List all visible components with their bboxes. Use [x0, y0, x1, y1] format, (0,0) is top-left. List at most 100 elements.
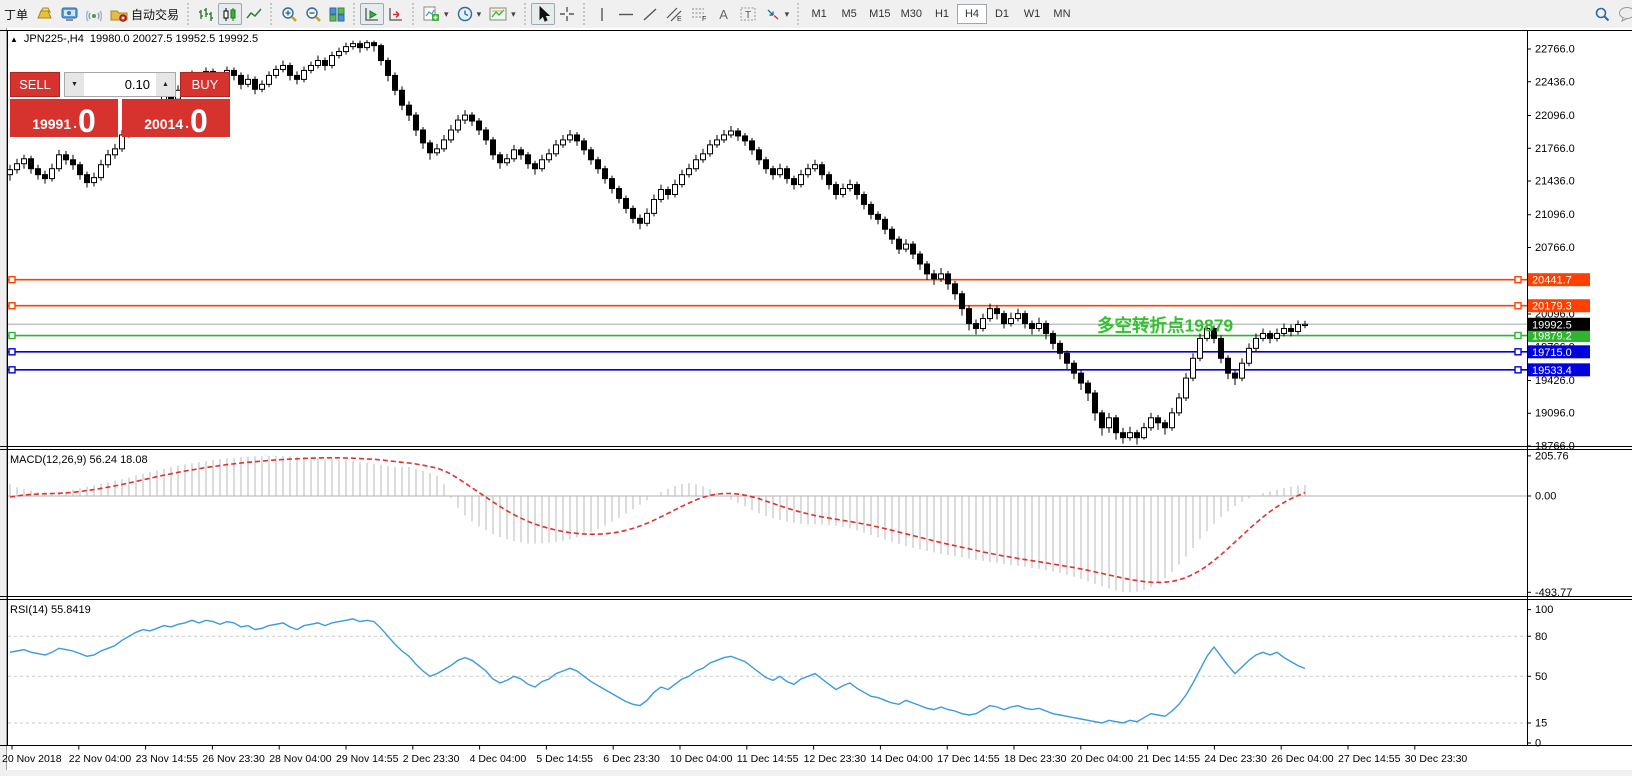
order-button[interactable]: 丁单 [0, 3, 32, 25]
timeframe-m5-button[interactable]: M5 [841, 8, 857, 20]
rsi-tick-label: 50 [1535, 671, 1547, 683]
candlestick-button[interactable] [218, 3, 243, 25]
chart-canvas[interactable]: 多空转折点19879 22766.0 22436.0 22096.0 21766.0 21… [0, 28, 1632, 776]
timeframe-group: M1 M5 M15 M30 H1 H4 D1 W1 MN [804, 4, 1077, 24]
time-axis[interactable]: 20 Nov 2018 22 Nov 04:00 23 Nov 14:55 26 No… [0, 750, 1632, 768]
line-left-handle[interactable] [8, 366, 16, 374]
timeframe-d1-button[interactable]: D1 [994, 8, 1009, 20]
time-axis-label: 12 Dec 23:30 [803, 753, 867, 765]
timeframe-mn-button[interactable]: MN [1053, 8, 1071, 20]
gold-icon-button[interactable] [32, 3, 57, 25]
annotation-text[interactable]: 多空转折点19879 [1097, 316, 1233, 336]
volume-increase-button[interactable]: ▲ [156, 73, 175, 96]
volume-decrease-button[interactable]: ▼ [65, 73, 84, 96]
candle-body [861, 194, 867, 205]
time-axis-label: 22 Nov 04:00 [68, 753, 132, 765]
fibonacci-button[interactable]: F [687, 3, 712, 25]
timeframe-w1-button[interactable]: W1 [1023, 8, 1041, 20]
autotrade-button[interactable]: 自动交易 [106, 3, 183, 25]
auto-scroll-button[interactable] [360, 3, 385, 25]
toolbar-separator [351, 3, 359, 25]
rsi-tick-label: 80 [1535, 631, 1547, 643]
candle-body [651, 198, 657, 214]
vertical-line-button[interactable] [590, 3, 614, 25]
bar-chart-button[interactable] [194, 3, 218, 25]
line-right-handle[interactable] [1514, 331, 1522, 340]
sell-price-display[interactable]: 19991. 0 [10, 99, 118, 137]
label-tool-button[interactable]: T [736, 3, 761, 25]
timeframe-h1-button[interactable]: H1 [934, 8, 949, 20]
spinner-up-icon: ▲ [162, 81, 169, 88]
sell-button[interactable]: SELL [10, 72, 60, 97]
chart-shift-button[interactable] [384, 3, 408, 25]
channel-button[interactable]: E [662, 3, 687, 25]
periods-button[interactable]: ▾ [453, 3, 486, 25]
volume-input[interactable]: 0.10 [124, 77, 150, 92]
chat-button[interactable] [1614, 3, 1632, 25]
candle-body [595, 159, 601, 170]
arrows-button[interactable]: ▾ [761, 3, 794, 25]
candle-body [847, 184, 853, 190]
candle-body [105, 154, 111, 166]
main-toolbar: 丁单 自动交易 ▾ ▾ [0, 0, 1632, 28]
candle-body [84, 174, 90, 184]
candle-body [280, 64, 286, 70]
templates-button[interactable]: ▾ [485, 3, 520, 25]
candle-body [1302, 323, 1308, 327]
zoom-out-button[interactable] [301, 3, 325, 25]
line-left-handle[interactable] [8, 331, 16, 340]
search-button[interactable] [1590, 3, 1614, 25]
candle-body [63, 154, 69, 161]
candle-body [931, 273, 937, 280]
indicators-button[interactable]: ▾ [419, 3, 453, 25]
candle-body [399, 89, 405, 106]
line-left-handle[interactable] [8, 348, 16, 356]
candle-body [945, 273, 951, 285]
buy-price-display[interactable]: 20014. 0 [122, 99, 230, 137]
tile-windows-button[interactable] [325, 3, 349, 25]
line-right-handle[interactable] [1514, 366, 1522, 374]
price-tick-label: 20766.0 [1535, 242, 1575, 254]
candle-body [252, 78, 258, 90]
crosshair-button[interactable] [555, 3, 579, 25]
terminal-icon [61, 7, 78, 22]
price-tag [1528, 273, 1590, 287]
terminal-button[interactable] [57, 3, 82, 25]
timeframe-m15-button[interactable]: M15 [869, 8, 891, 20]
candle-body [728, 130, 734, 136]
window-menu-icon[interactable]: ▲ [10, 34, 18, 44]
candle-body [1036, 323, 1042, 329]
trendline-button[interactable] [638, 3, 662, 25]
line-right-handle[interactable] [1514, 348, 1522, 356]
buy-button[interactable]: BUY [180, 72, 230, 97]
price-tick-label: 22096.0 [1535, 110, 1575, 122]
line-right-handle[interactable] [1514, 275, 1522, 284]
timeframe-m1-button[interactable]: M1 [811, 8, 827, 20]
time-axis-label: 23 Nov 14:55 [135, 753, 199, 765]
candle-body [266, 74, 272, 85]
candle-body [910, 243, 916, 255]
price-tag [1528, 345, 1590, 359]
line-left-handle[interactable] [8, 275, 16, 284]
line-chart-button[interactable] [242, 3, 266, 25]
timeframe-m30-button[interactable]: M30 [900, 8, 922, 20]
sell-price-dot: . [73, 115, 78, 131]
line-left-handle[interactable] [8, 302, 16, 310]
cursor-button[interactable] [530, 3, 555, 25]
zoom-in-button[interactable] [277, 3, 301, 25]
zoom-out-icon [305, 6, 321, 22]
timeframe-h4-button[interactable]: H4 [956, 4, 987, 24]
candle-body [1267, 332, 1273, 339]
horizontal-line-button[interactable] [614, 3, 638, 25]
templates-dropdown-arrow: ▾ [511, 8, 516, 19]
zoom-in-icon [281, 6, 297, 22]
candle-body [511, 149, 517, 160]
candle-body [623, 197, 629, 209]
price-tag-label: 20179.3 [1532, 301, 1572, 313]
candle-body [882, 218, 888, 230]
line-right-handle[interactable] [1514, 302, 1522, 310]
text-tool-button[interactable]: A [712, 3, 736, 25]
candle-body [273, 68, 279, 76]
candle-body [336, 51, 342, 57]
signal-button[interactable] [82, 3, 106, 25]
